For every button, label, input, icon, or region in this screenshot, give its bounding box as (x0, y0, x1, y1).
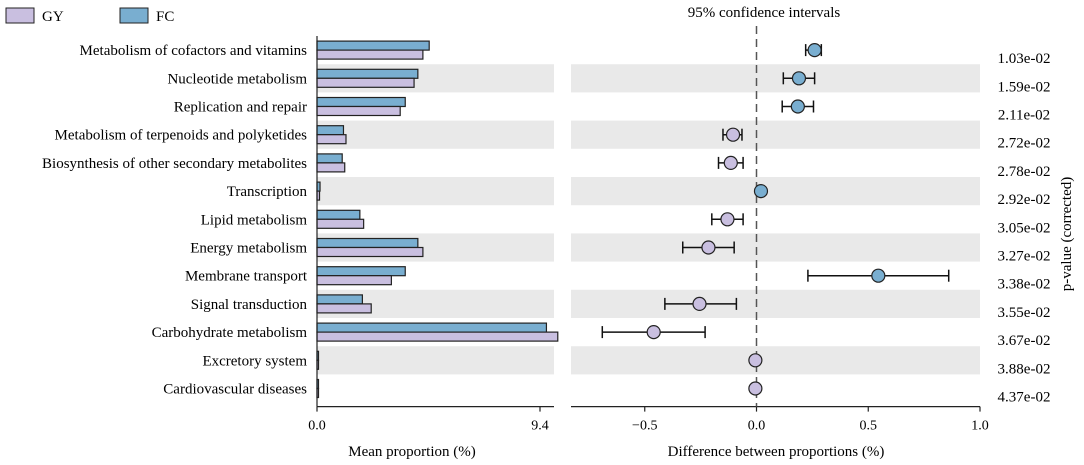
row-stripes-right (571, 64, 980, 375)
p-value: 1.03e-02 (998, 51, 1051, 67)
bar-fc (316, 237, 419, 249)
legend: GY FC (5, 7, 174, 25)
category-label: Metabolism of cofactors and vitamins (80, 43, 308, 59)
category-label: Biosynthesis of other secondary metaboli… (42, 156, 307, 172)
bar-fc (316, 125, 345, 136)
p-value: 2.78e-02 (998, 164, 1051, 180)
category-label: Membrane transport (185, 269, 308, 285)
p-value: 2.11e-02 (998, 108, 1050, 124)
legend-label-fc: FC (156, 9, 174, 25)
right-tick-label: 0.0 (748, 419, 766, 434)
category-label: Metabolism of terpenoids and polyketides (55, 128, 308, 144)
bar-gy (316, 77, 415, 88)
row-stripe (317, 177, 554, 206)
bar-gy (316, 218, 365, 229)
ci-point-gy (748, 381, 763, 396)
row-stripe (571, 177, 980, 206)
p-value: 3.88e-02 (998, 361, 1051, 377)
category-label: Transcription (227, 184, 308, 200)
bar-fc (316, 209, 361, 220)
ci-point-fc (790, 99, 805, 114)
bar-gy (316, 246, 424, 258)
right-tick-label: −0.5 (632, 419, 657, 434)
ci-point-gy (720, 212, 735, 227)
row-stripe (571, 120, 980, 149)
ci-point-gy (646, 325, 661, 340)
ci-point-fc (791, 71, 807, 86)
ci-title: 95% confidence intervals (688, 5, 841, 21)
category-label: Nucleotide metabolism (167, 71, 307, 87)
ci-point-fc (807, 42, 822, 58)
bar-gy (316, 134, 347, 145)
bar-fc (316, 68, 419, 79)
ci-point-fc (753, 184, 769, 199)
p-value: 3.55e-02 (998, 305, 1051, 321)
mean-proportion-xlabel: Mean proportion (%) (348, 444, 475, 460)
bar-gy (316, 105, 401, 117)
p-value: 2.72e-02 (998, 136, 1051, 152)
p-value: 3.38e-02 (998, 277, 1051, 293)
left-tick-label: 0.0 (308, 419, 326, 434)
p-value: 3.05e-02 (998, 220, 1051, 236)
ci-point-gy (701, 240, 716, 255)
ci-point-gy (692, 296, 707, 311)
confidence-interval-points (601, 42, 950, 396)
p-value-axis-label: p-value (corrected) (1059, 177, 1075, 292)
left-tick-label: 9.4 (531, 419, 549, 434)
bar-fc (316, 294, 363, 305)
row-stripe (571, 233, 980, 262)
category-labels: Metabolism of cofactors and vitamins Nucl… (42, 43, 308, 397)
p-value: 4.37e-02 (998, 390, 1051, 406)
mean-proportion-axis: 0.0 9.4 (308, 36, 554, 434)
difference-axis: −0.5 0.0 0.5 1.0 (571, 26, 989, 434)
bar-gy (316, 49, 424, 60)
p-value: 2.92e-02 (998, 192, 1051, 208)
bar-fc (316, 153, 343, 164)
bar-fc (316, 266, 406, 277)
bar-fc (316, 96, 406, 108)
ci-point-gy (723, 155, 738, 170)
category-label: Lipid metabolism (201, 212, 308, 228)
bar-fc (316, 40, 430, 51)
row-stripe (571, 346, 980, 375)
mean-proportion-bars (316, 40, 559, 399)
bar-gy (316, 331, 559, 342)
p-value: 1.59e-02 (998, 79, 1051, 95)
legend-label-gy: GY (42, 9, 64, 25)
bar-gy (316, 303, 372, 314)
ci-point-gy (725, 127, 741, 142)
p-value-labels: 1.03e-02 1.59e-02 2.11e-02 2.72e-02 2.78e-02… (998, 51, 1051, 405)
right-tick-label: 1.0 (971, 419, 989, 434)
category-label: Replication and repair (174, 100, 307, 116)
category-label: Signal transduction (191, 297, 308, 313)
category-label: Cardiovascular diseases (163, 382, 307, 398)
category-label: Excretory system (202, 353, 307, 369)
right-tick-label: 0.5 (860, 419, 878, 434)
legend-swatch-fc (119, 7, 149, 24)
category-label: Carbohydrate metabolism (152, 325, 308, 341)
bar-gy (316, 162, 346, 173)
ci-point-gy (748, 353, 763, 368)
difference-xlabel: Difference between proportions (%) (668, 444, 885, 460)
category-label: Energy metabolism (190, 241, 307, 257)
row-stripe (571, 289, 980, 318)
bar-gy (316, 275, 392, 286)
legend-swatch-gy (5, 7, 35, 24)
bar-fc (316, 322, 548, 333)
ci-point-fc (871, 268, 886, 283)
row-stripe (571, 64, 980, 93)
p-value: 3.67e-02 (998, 333, 1051, 349)
row-stripe (317, 120, 554, 149)
p-value: 3.27e-02 (998, 249, 1051, 265)
row-stripe (317, 346, 554, 375)
